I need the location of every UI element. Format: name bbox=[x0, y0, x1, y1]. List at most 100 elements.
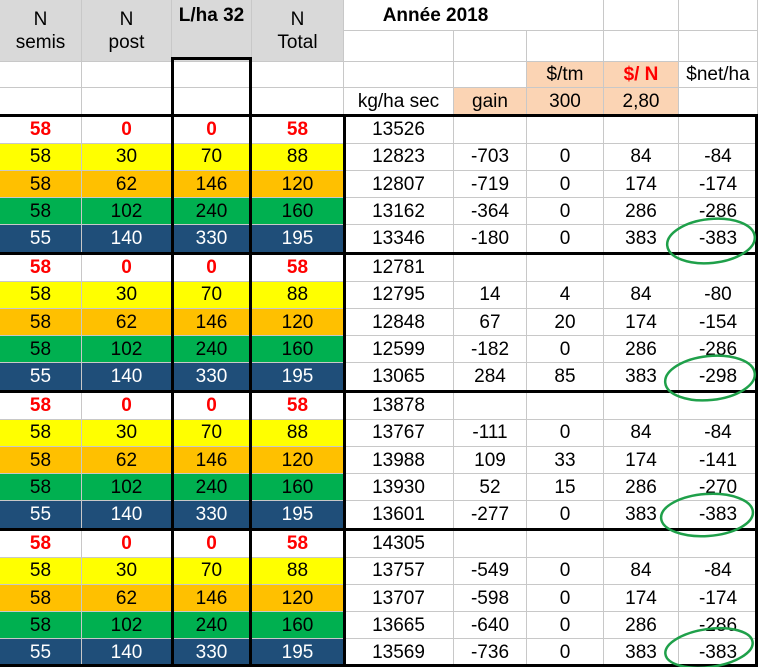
cell-l-ha[interactable]: 70 bbox=[172, 419, 252, 447]
cell-price[interactable]: 0 bbox=[527, 557, 604, 585]
cell-n-post[interactable]: 30 bbox=[82, 143, 172, 171]
cell-n-post[interactable]: 62 bbox=[82, 171, 172, 198]
cell-l-ha[interactable]: 240 bbox=[172, 336, 252, 363]
cell-yield[interactable]: 12599 bbox=[344, 336, 454, 363]
cell-n-semis[interactable]: 55 bbox=[0, 363, 82, 391]
cell-l-ha[interactable]: 70 bbox=[172, 281, 252, 309]
cell-l-ha[interactable]: 146 bbox=[172, 171, 252, 198]
cell-n-total[interactable]: 120 bbox=[252, 585, 344, 612]
cell-n-semis[interactable]: 55 bbox=[0, 225, 82, 253]
empty-cell[interactable] bbox=[604, 0, 679, 31]
cell-l-ha[interactable]: 330 bbox=[172, 225, 252, 253]
cell-net[interactable] bbox=[679, 116, 758, 144]
cell-n-total[interactable]: 195 bbox=[252, 639, 344, 667]
cell-n-semis[interactable]: 58 bbox=[0, 336, 82, 363]
cell-net[interactable]: -270 bbox=[679, 474, 758, 501]
cell-n-cost[interactable]: 174 bbox=[604, 171, 679, 198]
cell-l-ha[interactable]: 0 bbox=[172, 530, 252, 558]
cell-n-total[interactable]: 58 bbox=[252, 116, 344, 144]
cell-yield[interactable]: 13665 bbox=[344, 612, 454, 639]
empty-cell[interactable] bbox=[454, 31, 527, 62]
cell-n-post[interactable]: 140 bbox=[82, 639, 172, 667]
cell-n-semis[interactable]: 58 bbox=[0, 419, 82, 447]
cell-price[interactable] bbox=[527, 530, 604, 558]
cell-l-ha[interactable]: 146 bbox=[172, 585, 252, 612]
cell-gain[interactable] bbox=[454, 254, 527, 282]
cell-n-post[interactable]: 102 bbox=[82, 336, 172, 363]
empty-cell[interactable] bbox=[604, 31, 679, 62]
cell-n-semis[interactable]: 55 bbox=[0, 501, 82, 529]
cell-price[interactable]: 0 bbox=[527, 639, 604, 667]
cell-n-cost[interactable]: 383 bbox=[604, 501, 679, 529]
cell-n-semis[interactable]: 58 bbox=[0, 585, 82, 612]
cell-yield[interactable]: 13065 bbox=[344, 363, 454, 391]
cell-n-semis[interactable]: 58 bbox=[0, 254, 82, 282]
cell-n-total[interactable]: 88 bbox=[252, 143, 344, 171]
cell-n-cost[interactable] bbox=[604, 530, 679, 558]
cell-l-ha[interactable]: 330 bbox=[172, 639, 252, 667]
cell-n-post[interactable]: 0 bbox=[82, 530, 172, 558]
cell-yield[interactable]: 13707 bbox=[344, 585, 454, 612]
cell-l-ha[interactable]: 146 bbox=[172, 309, 252, 336]
cell-yield[interactable]: 13930 bbox=[344, 474, 454, 501]
cell-n-total[interactable]: 195 bbox=[252, 363, 344, 391]
cell-price[interactable]: 4 bbox=[527, 281, 604, 309]
cell-yield[interactable]: 12823 bbox=[344, 143, 454, 171]
cell-price[interactable]: 0 bbox=[527, 225, 604, 253]
cell-price[interactable]: 20 bbox=[527, 309, 604, 336]
cell-gain[interactable]: -182 bbox=[454, 336, 527, 363]
n-price-label-cell[interactable]: $/ N bbox=[604, 62, 679, 88]
cell-gain[interactable]: -549 bbox=[454, 557, 527, 585]
cell-n-cost[interactable]: 84 bbox=[604, 557, 679, 585]
cell-net[interactable]: -286 bbox=[679, 198, 758, 225]
empty-cell[interactable] bbox=[344, 31, 454, 62]
cell-n-post[interactable]: 62 bbox=[82, 447, 172, 474]
cell-l-ha[interactable]: 70 bbox=[172, 143, 252, 171]
cell-n-cost[interactable]: 286 bbox=[604, 612, 679, 639]
cell-n-post[interactable]: 30 bbox=[82, 419, 172, 447]
price-value-cell[interactable]: 300 bbox=[527, 88, 604, 115]
cell-n-cost[interactable] bbox=[604, 254, 679, 282]
cell-n-semis[interactable]: 58 bbox=[0, 143, 82, 171]
cell-n-post[interactable]: 62 bbox=[82, 309, 172, 336]
cell-net[interactable]: -84 bbox=[679, 143, 758, 171]
cell-n-semis[interactable]: 58 bbox=[0, 474, 82, 501]
cell-n-total[interactable]: 160 bbox=[252, 474, 344, 501]
cell-yield[interactable]: 13346 bbox=[344, 225, 454, 253]
cell-n-post[interactable]: 102 bbox=[82, 198, 172, 225]
cell-n-semis[interactable]: 58 bbox=[0, 309, 82, 336]
cell-gain[interactable]: -111 bbox=[454, 419, 527, 447]
cell-price[interactable] bbox=[527, 392, 604, 420]
cell-price[interactable]: 0 bbox=[527, 198, 604, 225]
cell-net[interactable]: -383 bbox=[679, 501, 758, 529]
yield-unit-cell[interactable]: kg/ha sec bbox=[344, 88, 454, 115]
cell-yield[interactable]: 13988 bbox=[344, 447, 454, 474]
cell-l-ha[interactable]: 240 bbox=[172, 198, 252, 225]
cell-l-ha[interactable]: 0 bbox=[172, 392, 252, 420]
empty-cell[interactable] bbox=[0, 88, 82, 115]
cell-net[interactable]: -286 bbox=[679, 336, 758, 363]
cell-price[interactable] bbox=[527, 254, 604, 282]
cell-net[interactable]: -298 bbox=[679, 363, 758, 391]
net-label-cell[interactable]: $net/ha bbox=[679, 62, 758, 88]
cell-net[interactable]: -84 bbox=[679, 557, 758, 585]
cell-n-semis[interactable]: 58 bbox=[0, 557, 82, 585]
cell-n-semis[interactable]: 58 bbox=[0, 612, 82, 639]
empty-cell[interactable] bbox=[172, 88, 252, 115]
cell-price[interactable]: 15 bbox=[527, 474, 604, 501]
empty-cell[interactable] bbox=[252, 62, 344, 88]
cell-n-post[interactable]: 0 bbox=[82, 116, 172, 144]
cell-yield[interactable]: 13569 bbox=[344, 639, 454, 667]
cell-l-ha[interactable]: 240 bbox=[172, 612, 252, 639]
cell-net[interactable]: -383 bbox=[679, 225, 758, 253]
cell-price[interactable]: 0 bbox=[527, 612, 604, 639]
cell-n-cost[interactable]: 174 bbox=[604, 585, 679, 612]
empty-cell[interactable] bbox=[527, 31, 604, 62]
cell-n-post[interactable]: 102 bbox=[82, 612, 172, 639]
cell-price[interactable]: 0 bbox=[527, 585, 604, 612]
cell-net[interactable] bbox=[679, 254, 758, 282]
cell-l-ha[interactable]: 240 bbox=[172, 474, 252, 501]
cell-price[interactable]: 0 bbox=[527, 501, 604, 529]
cell-n-semis[interactable]: 58 bbox=[0, 198, 82, 225]
cell-gain[interactable]: -598 bbox=[454, 585, 527, 612]
